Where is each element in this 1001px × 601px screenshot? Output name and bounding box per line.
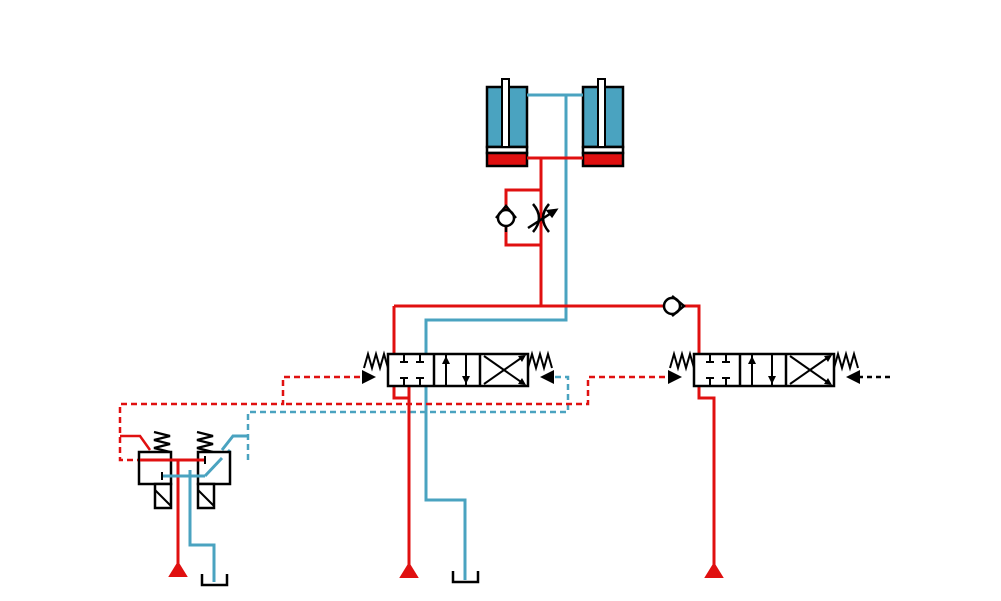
pilot-return-link <box>220 434 248 451</box>
cylinder-right-rod <box>597 78 606 148</box>
pilot-line-left-valve <box>118 375 360 462</box>
pilot-actuator-left-icon <box>362 370 376 384</box>
pilot-valve-left-body <box>137 450 173 486</box>
pilot-valve-left-spring-icon <box>153 430 171 454</box>
pilot-actuator-right-icon <box>846 370 860 384</box>
tank-2-icon <box>451 571 480 584</box>
pilot-lines-pressure-dashed <box>118 375 665 462</box>
pilot-line-return-dashed <box>246 375 570 460</box>
directional-valve-right <box>668 350 860 388</box>
pilot-line-right-valve <box>283 375 665 406</box>
pressure-lines <box>140 156 716 572</box>
spring-right-icon <box>527 350 553 372</box>
pressure-line-to-right-valve <box>682 304 716 572</box>
throttle-valve <box>527 203 559 233</box>
spring-left-icon <box>363 350 389 372</box>
pilot-valve-right-spring-icon <box>196 430 214 454</box>
cylinder-left <box>485 78 529 168</box>
spring-right-icon <box>833 350 859 372</box>
directional-valve-left <box>362 350 554 388</box>
check-valve-upper <box>495 204 517 232</box>
pilot-valve-pair <box>137 430 232 510</box>
pilot-line-solid-link <box>120 434 152 451</box>
pressure-source-3-icon <box>704 562 724 578</box>
spring-left-icon <box>669 350 695 372</box>
check-valve-right <box>662 295 686 317</box>
cylinder-right-chamber <box>581 151 625 168</box>
cylinder-left-chamber <box>485 151 529 168</box>
pressure-line-to-left-valve <box>392 306 409 400</box>
cylinder-right <box>581 78 625 168</box>
pressure-source-1-icon <box>168 561 188 577</box>
return-line-main <box>424 95 568 580</box>
cylinder-left-rod <box>501 78 510 148</box>
tank-1-icon <box>200 574 229 587</box>
pilot-actuator-left-icon <box>668 370 682 384</box>
pilot-actuator-right-icon <box>540 370 554 384</box>
return-lines <box>162 93 583 582</box>
pressure-source-2-icon <box>399 562 419 578</box>
